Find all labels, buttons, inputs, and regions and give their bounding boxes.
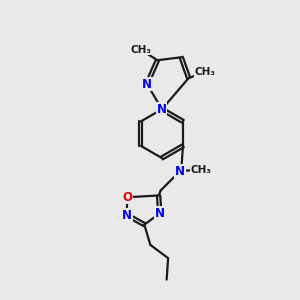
- Text: CH₃: CH₃: [130, 45, 152, 55]
- Text: CH₃: CH₃: [194, 67, 215, 77]
- Text: N: N: [155, 207, 165, 220]
- Text: N: N: [122, 208, 132, 222]
- Text: O: O: [122, 191, 132, 204]
- Text: N: N: [175, 165, 185, 178]
- Text: N: N: [142, 77, 152, 91]
- Text: N: N: [157, 103, 167, 116]
- Text: CH₃: CH₃: [190, 165, 211, 175]
